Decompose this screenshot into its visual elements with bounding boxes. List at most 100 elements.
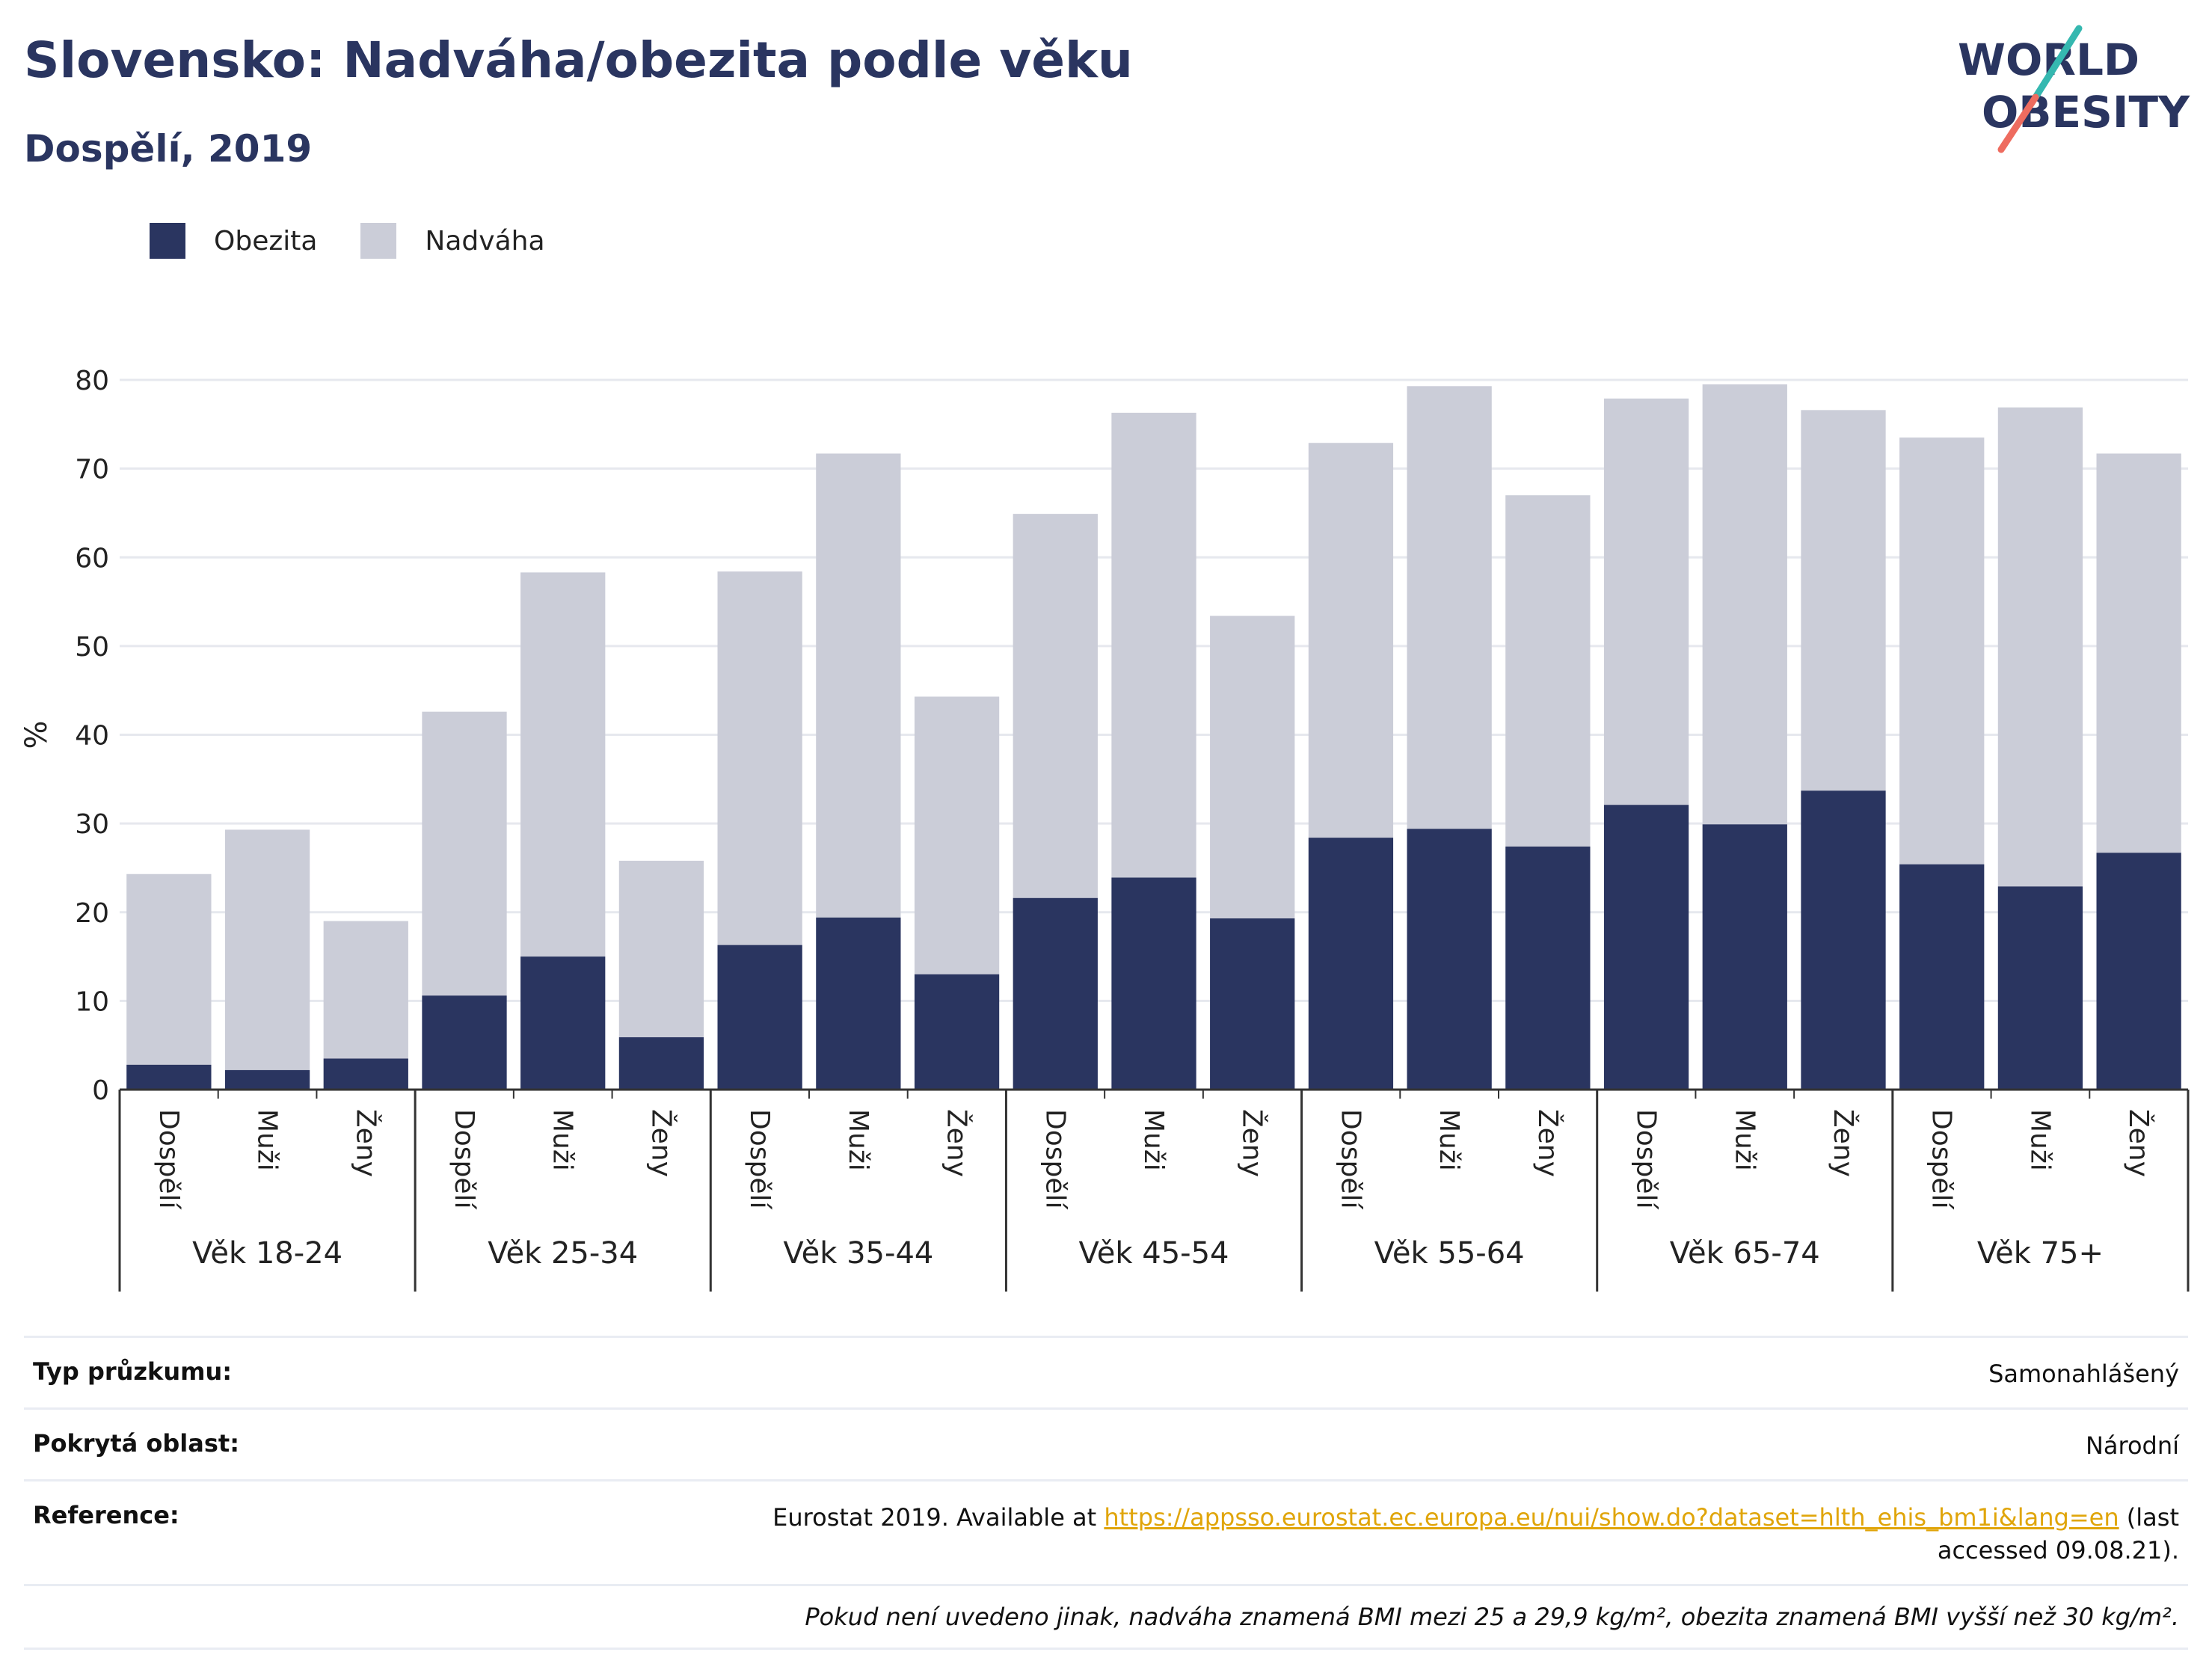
bar-obezita <box>618 1037 704 1090</box>
bar-nadvaha <box>1210 615 1295 919</box>
bar-nadvaha <box>1505 495 1591 847</box>
y-tick-label: 40 <box>75 721 109 752</box>
bar-nadvaha <box>1899 437 1985 865</box>
x-tick-label: Dospělí <box>1631 1109 1662 1210</box>
reference-suffix: (last accessed 09.08.21). <box>1937 1502 2179 1565</box>
group-label: Věk 55-64 <box>1374 1236 1525 1271</box>
bar-nadvaha <box>1997 407 2083 887</box>
bar-nadvaha <box>1801 410 1886 791</box>
stacked-bar-chart: 0 10 20 30 40 50 60 70 80% Dospělí Muži Ženy Dospělí… <box>19 366 2190 1292</box>
bar-nadvaha <box>1308 443 1394 838</box>
bar-obezita <box>1013 897 1098 1090</box>
group-label: Věk 35-44 <box>783 1236 933 1271</box>
x-tick-label: Muži <box>1434 1109 1464 1171</box>
bar-obezita <box>224 1069 310 1090</box>
bar-obezita <box>2096 853 2181 1090</box>
bar-obezita <box>1603 805 1689 1090</box>
bar-obezita <box>323 1058 408 1090</box>
reference-label: Reference: <box>33 1500 179 1529</box>
bar-obezita <box>717 945 802 1090</box>
legend-label-obezita: Obezita <box>214 225 318 257</box>
bar-nadvaha <box>1111 412 1196 878</box>
x-tick-label: Muži <box>252 1109 283 1171</box>
x-tick-label: Dospělí <box>449 1109 479 1210</box>
x-tick-label: Ženy <box>1237 1109 1268 1177</box>
legend-swatch-nadvaha <box>360 223 397 259</box>
legend-label-nadvaha: Nadváha <box>425 225 545 257</box>
y-axis-label: % <box>19 720 54 749</box>
legend-swatch-obezita <box>150 223 185 259</box>
bar-obezita <box>1111 877 1196 1090</box>
bar-nadvaha <box>1013 514 1098 898</box>
chart-subtitle: Dospělí, 2019 <box>24 127 313 171</box>
x-tick-label: Dospělí <box>1039 1109 1070 1210</box>
bar-nadvaha <box>816 453 901 918</box>
logo-slash-teal <box>2032 25 2083 101</box>
info-row-survey-type: Typ průzkumu: Samonahlášený <box>24 1336 2188 1407</box>
bar-obezita <box>914 974 1000 1090</box>
survey-type-label: Typ průzkumu: <box>33 1357 233 1386</box>
y-tick-label: 10 <box>75 986 109 1017</box>
x-tick-label: Dospělí <box>1335 1109 1365 1210</box>
bar-nadvaha <box>1603 398 1689 805</box>
x-tick-label: Muži <box>843 1109 873 1171</box>
bar-obezita <box>1308 838 1394 1090</box>
bar-obezita <box>1407 829 1492 1090</box>
x-tick-label: Ženy <box>941 1109 973 1177</box>
legend: Obezita Nadváha <box>150 222 589 260</box>
bar-nadvaha <box>224 829 310 1070</box>
survey-type-value: Samonahlášený <box>1988 1360 2179 1388</box>
x-tick-label: Muži <box>2024 1109 2055 1171</box>
group-label: Věk 25-34 <box>488 1236 638 1271</box>
bar-obezita <box>520 957 606 1090</box>
info-table: Typ průzkumu: Samonahlášený Pokrytá obla… <box>24 1336 2188 1651</box>
x-tick-label: Ženy <box>2123 1109 2154 1177</box>
y-tick-label: 50 <box>75 632 109 663</box>
bar-obezita <box>422 995 507 1090</box>
world-obesity-logo: WORLD OBESITY <box>1958 25 2190 153</box>
coverage-label: Pokrytá oblast: <box>33 1428 239 1458</box>
x-tick-label: Ženy <box>645 1109 677 1177</box>
y-tick-label: 0 <box>92 1075 109 1106</box>
info-row-coverage: Pokrytá oblast: Národní <box>24 1407 2188 1479</box>
bar-obezita <box>816 917 901 1090</box>
x-tick-label: Dospělí <box>744 1109 775 1210</box>
legend-item-nadvaha[interactable]: Nadváha <box>360 223 545 259</box>
bar-obezita <box>1997 886 2083 1090</box>
info-row-reference: Reference: Eurostat 2019. Available at h… <box>24 1479 2188 1585</box>
definition-note: Pokud není uvedeno jinak, nadváha znamen… <box>24 1584 2188 1651</box>
coverage-value: Národní <box>2085 1431 2179 1460</box>
x-tick-label: Ženy <box>1532 1109 1564 1177</box>
group-label: Věk 75+ <box>1977 1236 2104 1271</box>
x-tick-label: Muži <box>1138 1109 1169 1171</box>
reference-value: Eurostat 2019. Available at https://apps… <box>683 1501 2179 1568</box>
chart-title: Slovensko: Nadváha/obezita podle věku <box>24 31 1133 89</box>
bar-nadvaha <box>618 860 704 1038</box>
x-tick-label: Muži <box>547 1109 578 1171</box>
bar-nadvaha <box>914 696 1000 974</box>
bar-nadvaha <box>323 921 408 1059</box>
group-label: Věk 65-74 <box>1670 1236 1820 1271</box>
y-tick-label: 60 <box>75 543 109 574</box>
group-label: Věk 18-24 <box>192 1236 342 1271</box>
bar-nadvaha <box>126 873 212 1065</box>
x-tick-label: Dospělí <box>1926 1109 1957 1210</box>
y-tick-label: 30 <box>75 809 109 840</box>
bar-obezita <box>1801 790 1886 1090</box>
bar-obezita <box>1505 846 1591 1090</box>
bar-nadvaha <box>1407 386 1492 829</box>
y-tick-label: 20 <box>75 898 109 929</box>
logo-slash-coral <box>1997 93 2039 153</box>
legend-item-obezita[interactable]: Obezita <box>150 223 317 259</box>
y-tick-label: 70 <box>75 455 109 485</box>
x-tick-label: Ženy <box>350 1109 381 1177</box>
y-tick-label: 80 <box>75 366 109 396</box>
bar-obezita <box>1210 918 1295 1090</box>
x-tick-label: Ženy <box>1828 1109 1859 1177</box>
bar-nadvaha <box>717 571 802 945</box>
bar-obezita <box>126 1064 212 1090</box>
reference-link[interactable]: https://appsso.eurostat.ec.europa.eu/nui… <box>1104 1502 2119 1532</box>
group-label: Věk 45-54 <box>1079 1236 1229 1271</box>
reference-prefix: Eurostat 2019. Available at <box>772 1502 1105 1532</box>
bar-obezita <box>1899 864 1985 1090</box>
